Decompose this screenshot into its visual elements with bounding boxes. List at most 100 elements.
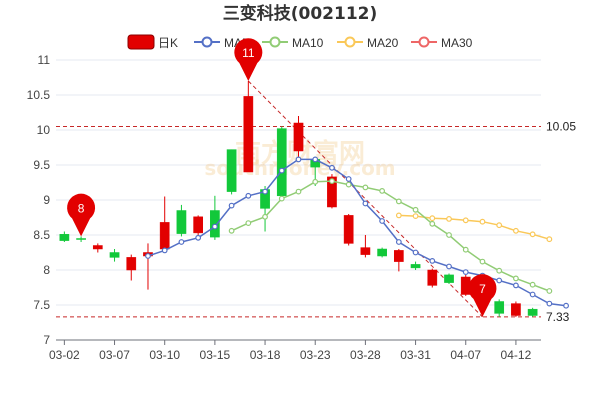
candle-body bbox=[59, 234, 70, 241]
candle bbox=[444, 273, 454, 284]
candle-body bbox=[193, 216, 204, 234]
grid bbox=[56, 59, 541, 341]
ma10-point bbox=[362, 184, 369, 191]
ma10-point bbox=[462, 246, 469, 253]
y-tick-label: 8.5 bbox=[33, 228, 50, 242]
ma5-point bbox=[278, 167, 285, 174]
candle-body bbox=[327, 176, 337, 208]
candle bbox=[343, 214, 354, 246]
y-tick-label: 7.5 bbox=[33, 298, 50, 312]
candle bbox=[59, 231, 70, 242]
candle-body bbox=[243, 96, 254, 173]
ma20-point bbox=[513, 227, 519, 234]
ma20-line bbox=[398, 214, 550, 240]
ma10-point bbox=[295, 188, 302, 195]
ma5-point bbox=[178, 239, 185, 245]
y-tick-label: 11 bbox=[38, 53, 51, 67]
candle-body bbox=[444, 274, 454, 283]
ma10-point bbox=[529, 281, 536, 288]
legend-item-k[interactable]: 日K bbox=[127, 34, 178, 50]
ma5-point bbox=[379, 218, 386, 224]
ma5-point bbox=[462, 269, 469, 276]
candle bbox=[427, 268, 438, 288]
ma20-point bbox=[546, 236, 553, 243]
ma10-point bbox=[245, 220, 252, 227]
marker-shape bbox=[468, 274, 497, 317]
marker-shape bbox=[234, 38, 263, 81]
ma10-point bbox=[228, 227, 235, 234]
x-tick-label: 03-02 bbox=[49, 348, 80, 362]
y-tick-label: 10 bbox=[37, 123, 51, 137]
candle bbox=[494, 299, 505, 317]
y-tick-label: 10.5 bbox=[27, 88, 51, 102]
ma10-point bbox=[278, 195, 285, 202]
candle bbox=[226, 149, 237, 195]
ma5-point bbox=[312, 156, 319, 163]
ma20-point bbox=[529, 231, 536, 238]
ma10-point bbox=[479, 258, 486, 265]
x-tick-label: 04-12 bbox=[501, 348, 532, 362]
candle bbox=[126, 254, 137, 281]
x-axis: 03-02 03-07 03-10 03-15 03-18 03-23 03-28 03-31… bbox=[49, 339, 541, 362]
ma5-point bbox=[513, 282, 519, 289]
ma20-point bbox=[429, 215, 436, 222]
reference-lines: 10.05 7.33 bbox=[56, 80, 576, 324]
moving-averages bbox=[145, 156, 569, 309]
candle bbox=[92, 243, 103, 253]
candle bbox=[410, 261, 421, 270]
candle bbox=[276, 126, 287, 200]
candle bbox=[210, 195, 220, 240]
candle bbox=[511, 301, 521, 317]
legend-item-ma20[interactable]: MA20 bbox=[337, 36, 399, 50]
x-tick-label: 03-23 bbox=[300, 348, 331, 362]
candle bbox=[377, 247, 387, 258]
x-tick-label: 03-15 bbox=[200, 348, 231, 362]
candle bbox=[76, 236, 86, 242]
candle bbox=[527, 307, 538, 317]
ma5-point bbox=[563, 302, 569, 309]
candles bbox=[59, 81, 538, 317]
ma10-point bbox=[312, 178, 319, 185]
y-tick-label: 9 bbox=[43, 193, 50, 207]
legend-item-ma30[interactable]: MA30 bbox=[411, 36, 473, 50]
ma5-point bbox=[345, 176, 352, 182]
ma10-point bbox=[412, 206, 419, 213]
ma10-point bbox=[329, 178, 335, 185]
ma5-point bbox=[245, 192, 252, 199]
legend: 日K MA5 MA10 MA20 MA30 bbox=[127, 34, 473, 50]
y-tick-label: 7 bbox=[43, 333, 50, 347]
ma5-point bbox=[362, 200, 369, 207]
markers: 8 11 7 bbox=[67, 38, 497, 317]
candle bbox=[159, 196, 170, 251]
marker-label: 11 bbox=[242, 46, 255, 60]
x-tick-label: 03-28 bbox=[350, 348, 381, 362]
candle-body bbox=[226, 149, 237, 192]
candle-body bbox=[276, 128, 287, 197]
y-axis: 7 7.5 8 8.5 9 9.5 10 10.5 11 bbox=[27, 53, 51, 347]
candle-body bbox=[126, 257, 137, 271]
ma5-point bbox=[329, 164, 335, 171]
legend-item-ma10[interactable]: MA10 bbox=[262, 36, 324, 50]
trend-line bbox=[247, 80, 483, 318]
x-tick-label: 04-07 bbox=[450, 348, 481, 362]
ma5-point bbox=[211, 223, 218, 230]
candle-body bbox=[293, 122, 304, 152]
ma5-point bbox=[295, 156, 302, 163]
candle bbox=[243, 81, 254, 173]
legend-label-ma30: MA30 bbox=[441, 36, 473, 50]
marker-shape bbox=[67, 193, 96, 237]
ma5-point bbox=[145, 253, 151, 259]
ma10-point bbox=[446, 232, 452, 238]
candle-body bbox=[159, 222, 170, 250]
candle-body bbox=[176, 210, 187, 234]
ma5-point bbox=[262, 188, 268, 195]
ma5-point bbox=[446, 263, 452, 270]
ma5-line bbox=[147, 158, 567, 307]
ma10-point bbox=[496, 267, 503, 274]
candle-body bbox=[511, 303, 521, 316]
candle-body bbox=[527, 308, 538, 316]
candle-body bbox=[360, 247, 371, 255]
ma20-point bbox=[496, 222, 503, 229]
ma20-point bbox=[412, 213, 419, 220]
